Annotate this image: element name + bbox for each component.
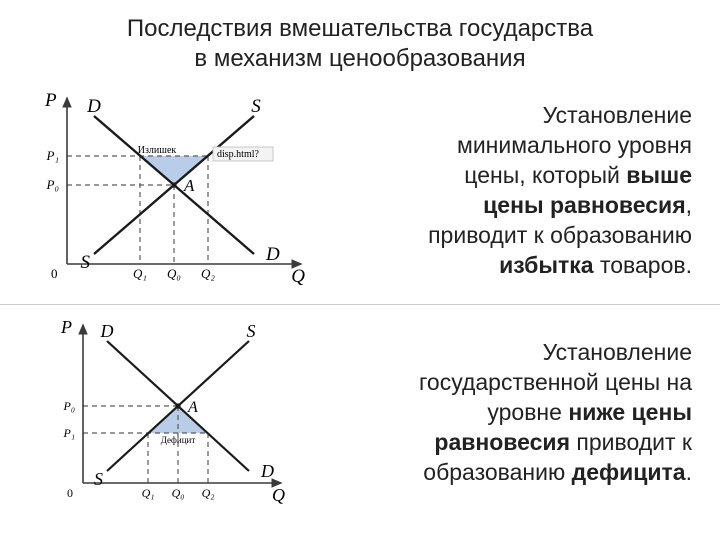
svg-text:A: A	[187, 399, 198, 416]
svg-text:disp.html?: disp.html?	[217, 149, 260, 160]
svg-text:S: S	[251, 96, 261, 117]
svg-text:P: P	[60, 317, 72, 337]
row-deficit: P Q 0 P₀ P₁ Q₁ Q₀ Q₂ A D D S S Дефицит Установлениего…	[0, 305, 720, 521]
svg-text:P₀: P₀	[62, 399, 75, 413]
svg-text:Q: Q	[291, 266, 305, 287]
svg-text:D: D	[86, 96, 101, 117]
row-surplus: P Q 0 P₁ P₀ Q₁ Q₀ Q₂ A D D S S Излишек disp.html? Уста…	[0, 78, 720, 305]
svg-text:Q: Q	[272, 485, 285, 505]
svg-text:P₀: P₀	[46, 177, 59, 192]
svg-text:Q₂: Q₂	[202, 486, 215, 500]
svg-text:P₁: P₁	[62, 426, 75, 440]
diagram-surplus: P Q 0 P₁ P₀ Q₁ Q₀ Q₂ A D D S S Излишек disp.html?	[0, 78, 330, 304]
svg-text:Q₁: Q₁	[133, 266, 147, 281]
svg-text:Дефицит: Дефицит	[161, 435, 196, 445]
title-line1: Последствия вмешательства государства	[10, 14, 710, 44]
title-line2: в механизм ценообразования	[10, 44, 710, 74]
svg-text:Q₀: Q₀	[172, 486, 185, 500]
svg-text:D: D	[265, 244, 280, 265]
svg-text:S: S	[94, 469, 103, 489]
caption-surplus: Установлениеминимального уровняцены, кот…	[330, 91, 720, 290]
sd-diagram-deficit: P Q 0 P₀ P₁ Q₁ Q₀ Q₂ A D D S S Дефицит	[39, 313, 299, 513]
caption-deficit: Установлениегосударственной цены науровн…	[330, 328, 720, 497]
svg-text:0: 0	[67, 486, 73, 500]
svg-text:0: 0	[51, 266, 58, 281]
svg-text:S: S	[81, 252, 91, 273]
svg-text:Q₁: Q₁	[142, 486, 155, 500]
svg-text:Q₀: Q₀	[167, 266, 181, 281]
diagram-deficit: P Q 0 P₀ P₁ Q₁ Q₀ Q₂ A D D S S Дефицит	[0, 305, 330, 521]
svg-text:Q₂: Q₂	[201, 266, 215, 281]
content: P Q 0 P₁ P₀ Q₁ Q₀ Q₂ A D D S S Излишек disp.html? Уста…	[0, 78, 720, 521]
svg-text:S: S	[247, 321, 256, 341]
sd-diagram-surplus: P Q 0 P₁ P₀ Q₁ Q₀ Q₂ A D D S S Излишек disp.html?	[19, 86, 319, 296]
svg-text:P: P	[44, 90, 57, 111]
svg-text:P₁: P₁	[46, 148, 59, 163]
svg-text:A: A	[183, 176, 195, 195]
svg-text:D: D	[100, 321, 114, 341]
svg-text:Излишек: Излишек	[138, 145, 177, 156]
svg-text:D: D	[260, 461, 274, 481]
slide-title: Последствия вмешательства государства в …	[0, 0, 720, 78]
